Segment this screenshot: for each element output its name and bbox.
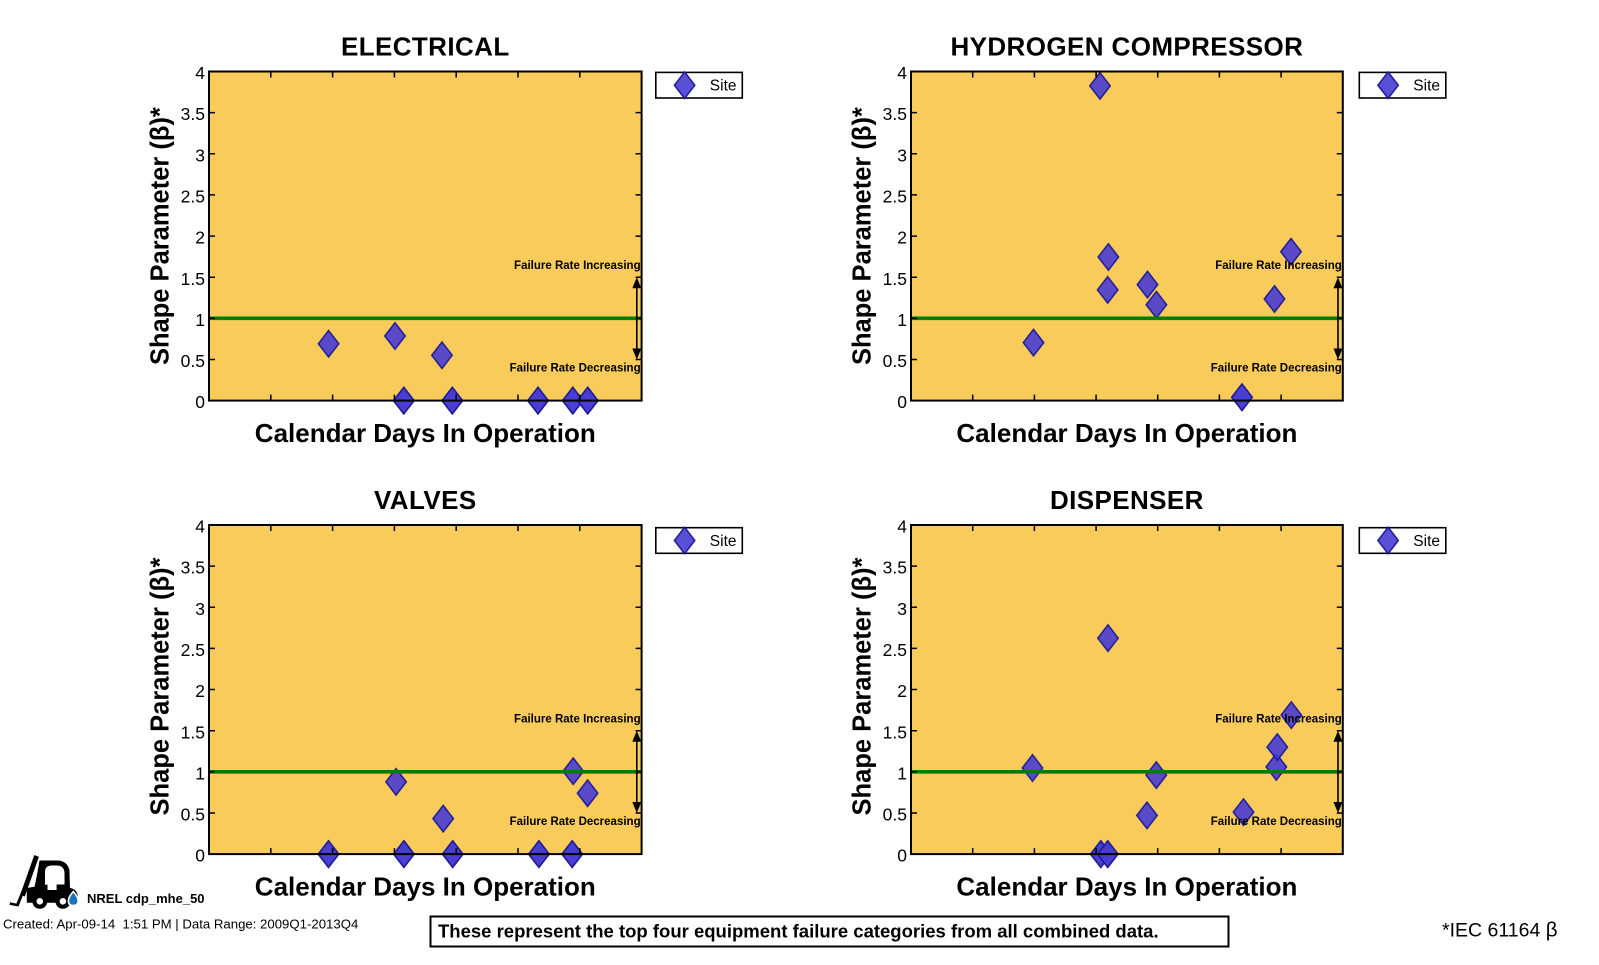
svg-text:0: 0 (195, 846, 205, 866)
svg-text:4: 4 (897, 63, 907, 83)
svg-text:1: 1 (897, 763, 907, 783)
svg-text:HYDROGEN COMPRESSOR: HYDROGEN COMPRESSOR (950, 32, 1303, 62)
svg-text:NREL cdp_mhe_50: NREL cdp_mhe_50 (87, 891, 205, 906)
svg-text:*IEC 61164 β: *IEC 61164 β (1442, 919, 1558, 942)
svg-text:1: 1 (195, 763, 205, 783)
svg-text:2: 2 (195, 228, 205, 248)
svg-text:VALVES: VALVES (374, 485, 477, 515)
svg-text:4: 4 (195, 517, 205, 537)
svg-text:Failure Rate Decreasing: Failure Rate Decreasing (1211, 816, 1342, 828)
svg-text:Created: Apr-09-14 1:51 PM |: Created: Apr-09-14 1:51 PM | Data Range:… (3, 917, 358, 932)
svg-text:1.5: 1.5 (883, 269, 907, 289)
svg-text:Site: Site (710, 533, 737, 550)
svg-text:Calendar Days In Operation: Calendar Days In Operation (255, 872, 596, 902)
svg-text:1.5: 1.5 (883, 722, 907, 742)
svg-text:Shape Parameter (β)*: Shape Parameter (β)* (849, 557, 877, 815)
svg-text:Site: Site (710, 78, 737, 95)
svg-text:0: 0 (897, 846, 907, 866)
svg-text:0.5: 0.5 (181, 805, 205, 825)
svg-text:2: 2 (897, 681, 907, 701)
svg-text:1: 1 (195, 310, 205, 330)
svg-text:2.5: 2.5 (181, 640, 205, 660)
svg-text:Shape Parameter (β)*: Shape Parameter (β)* (147, 107, 175, 365)
svg-text:0: 0 (195, 392, 205, 412)
svg-text:2: 2 (897, 228, 907, 248)
svg-text:3: 3 (897, 599, 907, 619)
svg-text:2.5: 2.5 (181, 187, 205, 207)
svg-text:2: 2 (195, 681, 205, 701)
svg-text:3: 3 (195, 599, 205, 619)
svg-text:3.5: 3.5 (181, 558, 205, 578)
svg-text:3: 3 (195, 145, 205, 165)
svg-text:Calendar Days In Operation: Calendar Days In Operation (255, 418, 596, 448)
svg-text:ELECTRICAL: ELECTRICAL (341, 32, 510, 62)
svg-text:Calendar Days In Operation: Calendar Days In Operation (956, 418, 1297, 448)
svg-text:Shape Parameter (β)*: Shape Parameter (β)* (849, 107, 877, 365)
svg-text:3.5: 3.5 (883, 104, 907, 124)
svg-text:4: 4 (195, 63, 205, 83)
svg-text:Shape Parameter (β)*: Shape Parameter (β)* (147, 557, 175, 815)
svg-text:Site: Site (1413, 533, 1440, 550)
svg-text:Failure Rate Increasing: Failure Rate Increasing (1215, 714, 1342, 726)
svg-text:DISPENSER: DISPENSER (1050, 485, 1204, 515)
svg-text:Site: Site (1413, 78, 1440, 95)
svg-text:Failure Rate Decreasing: Failure Rate Decreasing (510, 363, 641, 375)
svg-text:4: 4 (897, 517, 907, 537)
svg-text:0.5: 0.5 (181, 351, 205, 371)
svg-text:Failure Rate Increasing: Failure Rate Increasing (514, 714, 641, 726)
svg-text:1.5: 1.5 (181, 722, 205, 742)
svg-text:0.5: 0.5 (883, 351, 907, 371)
svg-text:Failure Rate Increasing: Failure Rate Increasing (514, 260, 641, 272)
svg-text:3: 3 (897, 145, 907, 165)
svg-text:3.5: 3.5 (181, 104, 205, 124)
svg-text:Failure Rate Increasing: Failure Rate Increasing (1215, 260, 1342, 272)
svg-text:Failure Rate Decreasing: Failure Rate Decreasing (510, 816, 641, 828)
svg-text:0: 0 (897, 392, 907, 412)
svg-text:These represent the top four e: These represent the top four equipment f… (438, 921, 1159, 942)
svg-text:Calendar Days In Operation: Calendar Days In Operation (956, 872, 1297, 902)
svg-text:1: 1 (897, 310, 907, 330)
svg-text:2.5: 2.5 (883, 187, 907, 207)
svg-text:Failure Rate Decreasing: Failure Rate Decreasing (1211, 363, 1342, 375)
svg-text:2.5: 2.5 (883, 640, 907, 660)
svg-text:3.5: 3.5 (883, 558, 907, 578)
svg-text:1.5: 1.5 (181, 269, 205, 289)
svg-text:0.5: 0.5 (883, 805, 907, 825)
